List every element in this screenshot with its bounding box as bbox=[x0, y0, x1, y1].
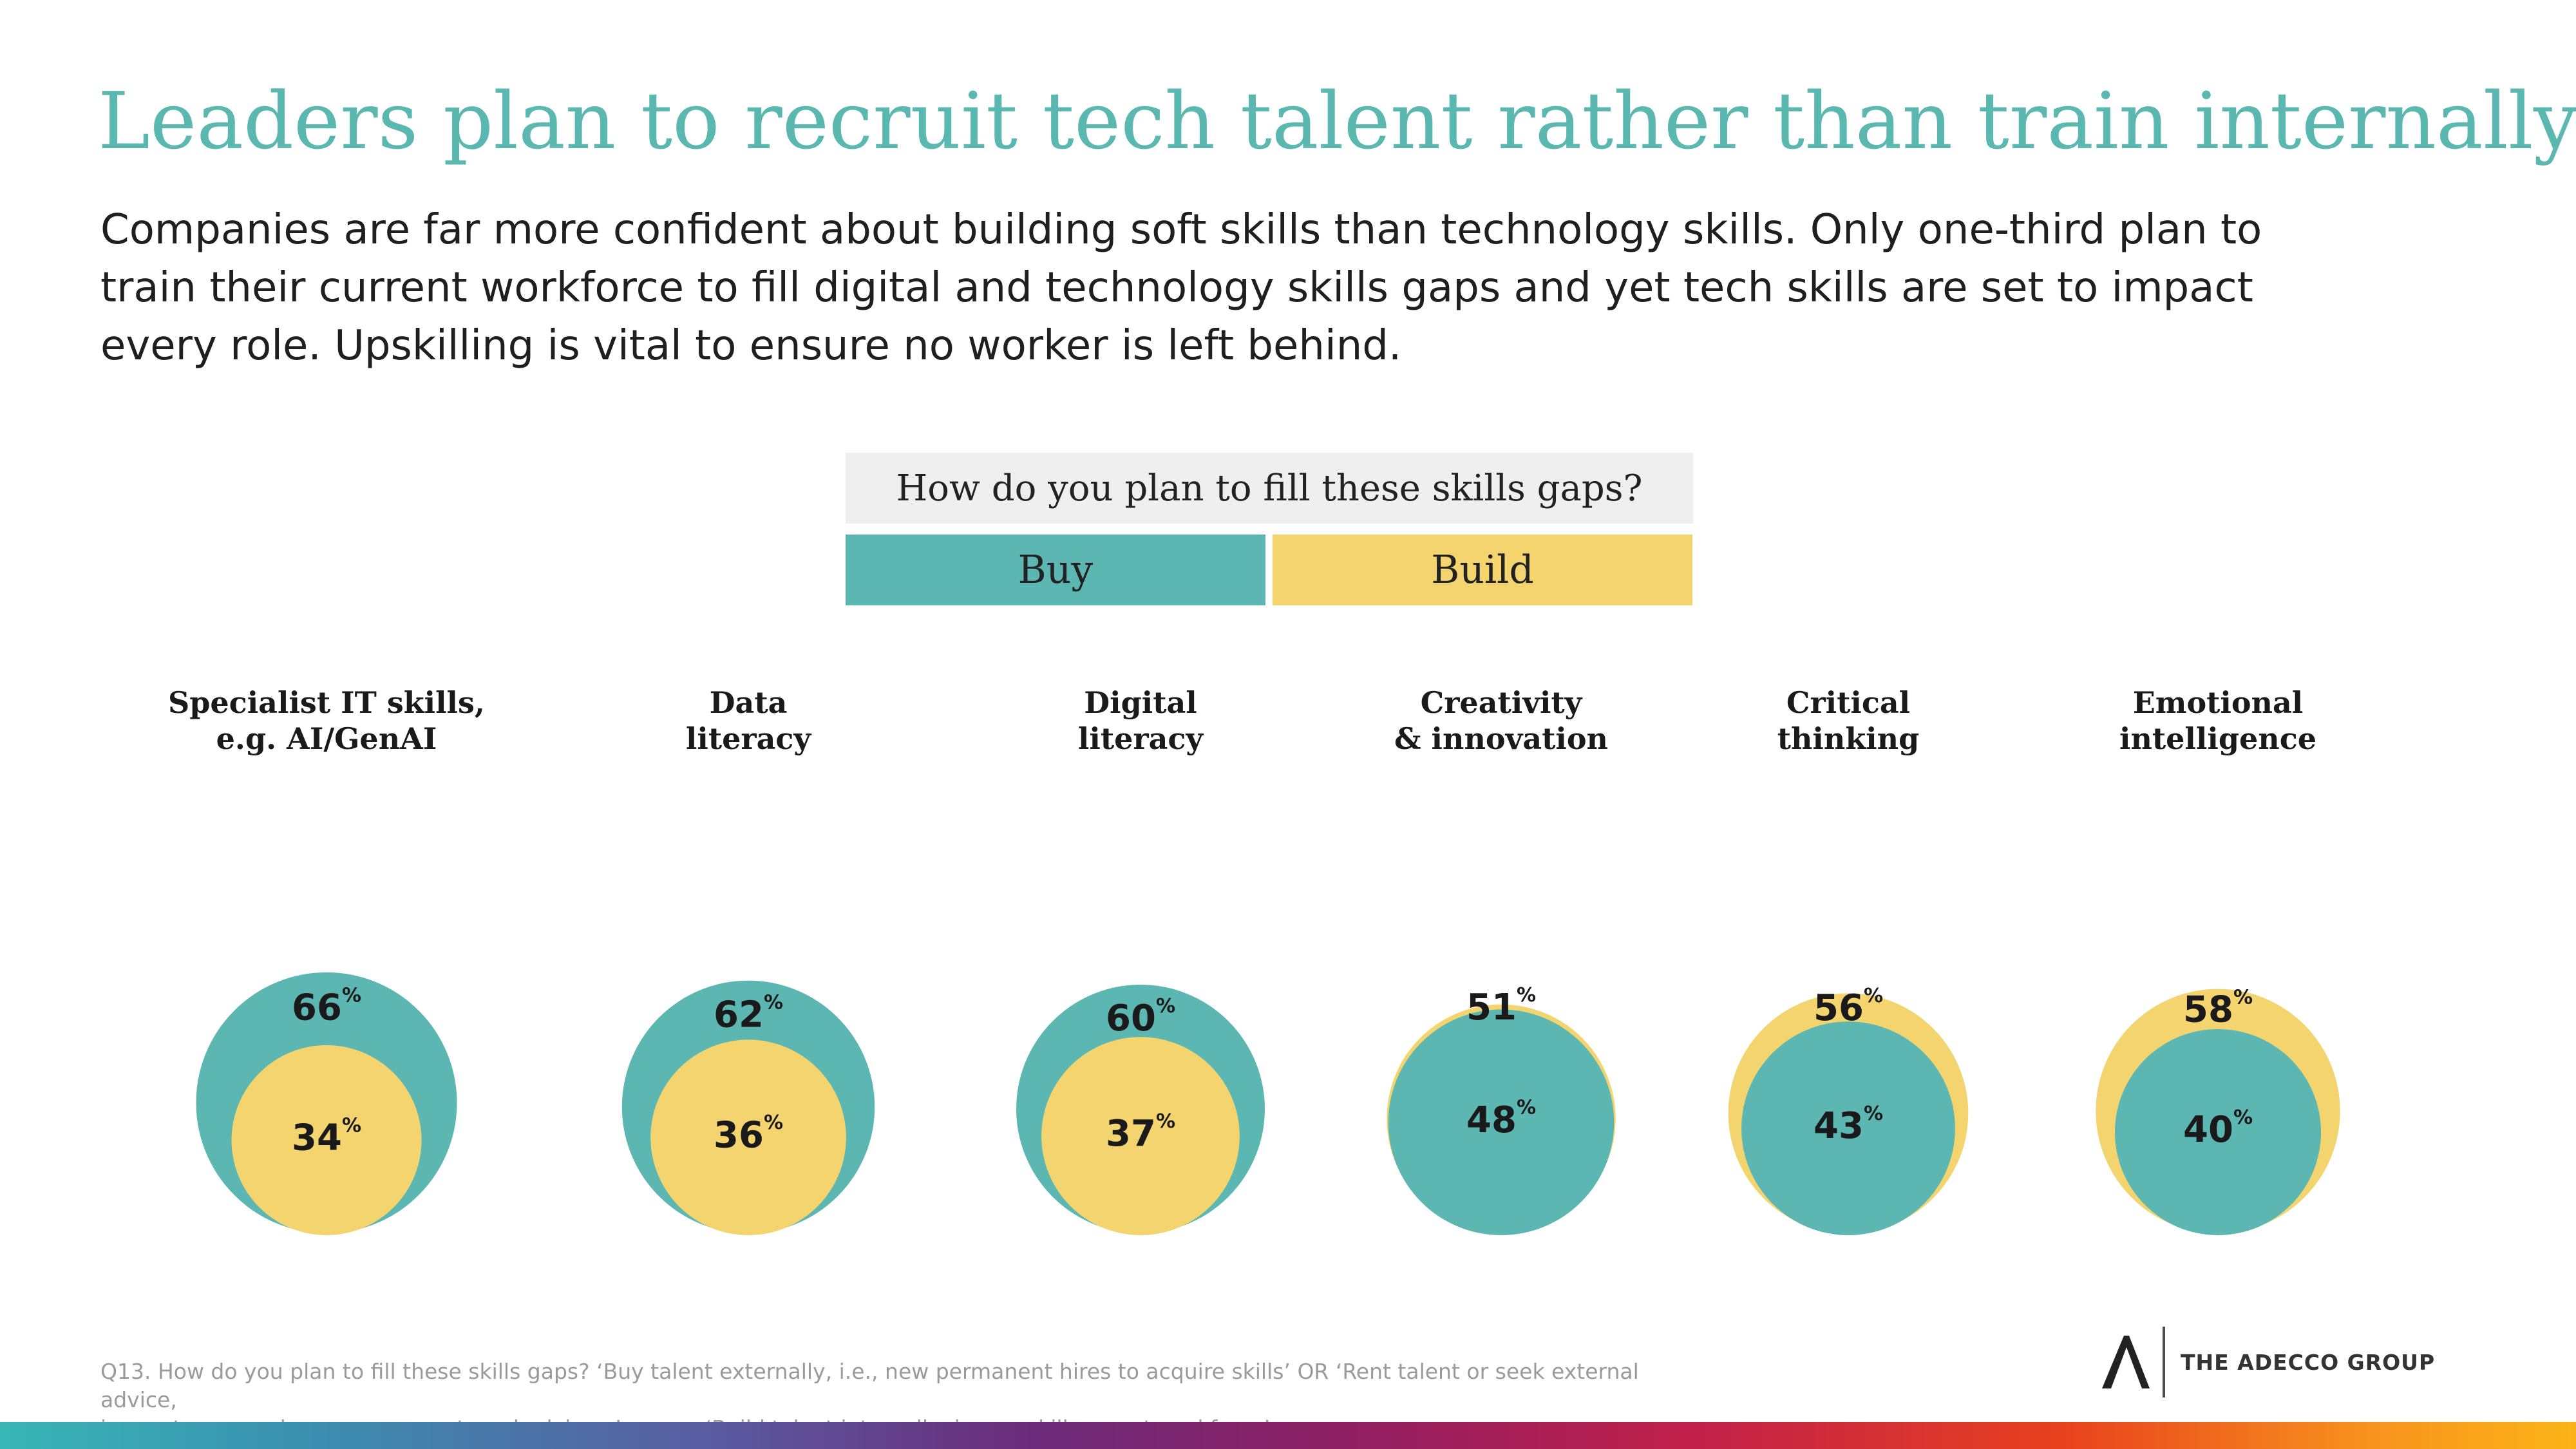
logo-divider bbox=[2163, 1327, 2165, 1397]
build-bubble bbox=[1041, 1037, 1240, 1235]
logo-text: THE ADECCO GROUP bbox=[2181, 1349, 2436, 1375]
build-bubble bbox=[650, 1039, 846, 1235]
category-label: Creativity & innovation bbox=[1394, 685, 1608, 756]
category-label: Critical thinking bbox=[1777, 685, 1920, 756]
build-value-label: 58% bbox=[2183, 986, 2253, 1031]
legend-buy: Buy bbox=[846, 535, 1265, 605]
page-subtitle: Companies are far more confident about b… bbox=[100, 206, 2262, 370]
category-label: Data literacy bbox=[686, 685, 812, 756]
category-label: Digital literacy bbox=[1078, 685, 1204, 756]
buy-bubble bbox=[1741, 1021, 1955, 1235]
chart-question: How do you plan to fill these skills gap… bbox=[846, 453, 1693, 524]
buy-bubble bbox=[1388, 1009, 1615, 1235]
bottom-gradient-bar bbox=[0, 1422, 2576, 1449]
page-title: Leaders plan to recruit tech talent rath… bbox=[98, 75, 2576, 167]
category-label: Specialist IT skills, e.g. AI/GenAI bbox=[168, 685, 485, 756]
adecco-logo-mark-icon bbox=[2102, 1336, 2150, 1388]
build-bubble bbox=[231, 1045, 422, 1235]
company-logo: THE ADECCO GROUP bbox=[2099, 1327, 2435, 1397]
footnote-line-1: Q13. How do you plan to fill these skill… bbox=[100, 1359, 1639, 1412]
category-label: Emotional intelligence bbox=[2119, 685, 2316, 756]
buy-bubble bbox=[2114, 1028, 2322, 1235]
legend-build: Build bbox=[1273, 535, 1692, 605]
